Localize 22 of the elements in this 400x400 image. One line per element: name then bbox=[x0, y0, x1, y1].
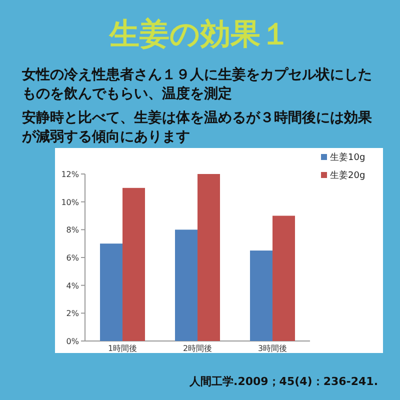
text: 安静時と比べて、生姜は体を温めるが３時間後には効果が減弱する傾向にあります bbox=[22, 109, 373, 147]
y-tick-label: 4% bbox=[66, 281, 80, 290]
text: 人間工学.2009；45(4)：236-241. bbox=[190, 374, 378, 389]
bar bbox=[198, 174, 220, 341]
x-tick-label: 2時間後 bbox=[182, 344, 212, 353]
chart-title: 生姜の効果１ bbox=[108, 16, 292, 54]
x-tick-label: 3時間後 bbox=[258, 344, 288, 353]
bar bbox=[250, 250, 272, 341]
bar bbox=[272, 216, 295, 341]
legend-label: 生姜10g bbox=[330, 152, 366, 163]
chart-subtitle: 女性の冷え性患者さん１９人に生姜をカプセル状にしたものを飲んでもらい、温度を測定 bbox=[22, 66, 373, 104]
bar bbox=[122, 188, 145, 341]
y-tick-label: 10% bbox=[61, 198, 80, 207]
y-tick-label: 8% bbox=[66, 226, 80, 235]
y-tick-label: 6% bbox=[66, 254, 80, 262]
legend-label: 生姜20g bbox=[330, 170, 366, 181]
bar bbox=[175, 230, 198, 341]
x-tick-label: 1時間後 bbox=[108, 344, 138, 353]
y-tick-label: 12% bbox=[61, 170, 80, 179]
y-tick-label: 0% bbox=[66, 337, 80, 346]
y-tick-label: 2% bbox=[66, 309, 80, 318]
bar bbox=[100, 244, 122, 341]
